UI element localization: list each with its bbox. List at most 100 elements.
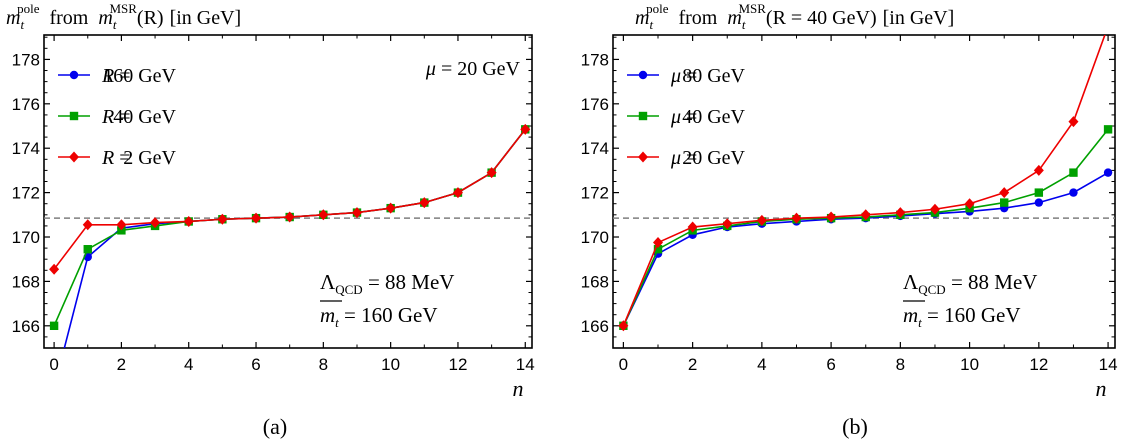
annotation-mbar: mt = 160 GeV — [903, 303, 1021, 330]
annotation-lambda: ΛQCD = 88 MeV — [320, 270, 454, 297]
data-point — [419, 197, 430, 209]
data-point — [1034, 198, 1044, 207]
legend-var: R — [101, 147, 114, 169]
title-m2: m — [98, 7, 112, 29]
plot-frame — [612, 34, 1116, 349]
legend-label: μ = 20 GeV — [670, 147, 746, 169]
legend-label: μ = 40 GeV — [670, 106, 746, 128]
data-point — [452, 187, 463, 199]
title-m2: m — [727, 7, 741, 29]
data-point — [826, 211, 837, 223]
annotation-mbar-sym: m — [320, 303, 335, 327]
title-m: m — [635, 7, 649, 29]
x-tick-label: 2 — [688, 355, 697, 374]
plot-area — [49, 123, 531, 392]
data-point — [50, 384, 58, 392]
legend-value: 2 — [123, 147, 133, 169]
annotation-lambda-sub: QCD — [335, 282, 362, 297]
y-tick-label: 178 — [581, 50, 609, 69]
annotation-lambda-sym: Λ — [903, 270, 919, 294]
series-2 — [49, 123, 531, 275]
legend-value: 40 — [113, 106, 133, 128]
data-point — [1069, 168, 1078, 177]
data-point — [284, 211, 295, 223]
x-tick-label: 8 — [896, 355, 905, 374]
annotation-lambda-value: = 88 MeV — [946, 270, 1038, 294]
y-tick-label: 172 — [12, 184, 40, 203]
y-tick-label: 166 — [12, 317, 40, 336]
legend-entry-2: R = 2 GeV — [58, 147, 177, 169]
data-point — [49, 321, 59, 331]
x-tick-label: 0 — [49, 355, 58, 374]
panel-title: mtpole from mtMSR(R = 40 GeV) [in GeV] — [635, 1, 954, 32]
y-tick-label: 172 — [581, 184, 609, 203]
annotation-mbar-sym: m — [903, 303, 918, 327]
x-tick-label: 6 — [826, 355, 835, 374]
legend-value: 160 — [103, 65, 133, 87]
series-2 — [618, 35, 1106, 332]
y-tick-label: 174 — [581, 139, 609, 158]
legend-entry-0: μ = 80 GeV — [627, 65, 746, 87]
data-point — [82, 219, 93, 231]
legend-value: 40 — [682, 106, 702, 128]
legend-marker — [638, 151, 648, 163]
title-arg: (R = 40 GeV) — [766, 7, 877, 29]
x-tick-label: 4 — [757, 355, 766, 374]
annotation-mbar-value: = 160 GeV — [339, 303, 438, 327]
title-sup2: MSR — [109, 1, 137, 16]
title-from: from — [49, 7, 88, 29]
y-tick-label: 176 — [581, 95, 609, 114]
x-tick-label: 14 — [516, 355, 535, 374]
legend-label: R = 40 GeV — [101, 106, 177, 128]
data-point — [318, 209, 329, 221]
legend-eq: = — [681, 65, 702, 87]
legend-unit: GeV — [133, 147, 176, 169]
data-point — [1103, 168, 1113, 177]
data-point — [1034, 188, 1044, 197]
title-sub2: t — [742, 17, 746, 32]
title-sub: t — [649, 17, 653, 32]
legend-var: R — [101, 65, 114, 87]
data-point — [722, 218, 733, 230]
legend-marker — [638, 70, 648, 80]
data-point — [251, 212, 262, 224]
data-point — [1103, 125, 1113, 134]
panel-caption: (b) — [842, 414, 868, 439]
legend-eq: = — [114, 147, 135, 169]
annotation-mbar: mt = 160 GeV — [320, 303, 438, 330]
data-point — [1000, 198, 1009, 207]
annotation-mu: μ = 20 GeV — [425, 58, 521, 80]
legend-var: μ — [670, 106, 681, 128]
legend-eq: = — [681, 147, 702, 169]
title-sup: pole — [17, 1, 40, 16]
data-point — [116, 219, 127, 231]
annotation-mu-value: = 20 GeV — [436, 58, 521, 80]
legend-unit: GeV — [702, 65, 745, 87]
legend-value: 80 — [682, 65, 702, 87]
legend-var: R — [101, 106, 114, 128]
data-point — [217, 213, 228, 225]
data-point — [351, 207, 362, 219]
data-point — [1033, 164, 1044, 176]
x-tick-label: 10 — [960, 355, 979, 374]
title-unit: [in GeV] — [170, 7, 242, 29]
title-sup: pole — [646, 1, 669, 16]
data-point — [860, 209, 871, 221]
x-tick-label: 8 — [319, 355, 328, 374]
legend-eq: = — [114, 65, 135, 87]
legend-unit: GeV — [133, 65, 176, 87]
legend-marker — [69, 70, 79, 80]
title-arg: (R) — [137, 7, 164, 29]
legend-label: R = 2 GeV — [101, 147, 177, 169]
y-tick-label: 178 — [12, 50, 40, 69]
legend-var: μ — [670, 147, 681, 169]
title-from: from — [678, 7, 717, 29]
plot-frame — [43, 34, 533, 349]
annotation-lambda: ΛQCD = 88 MeV — [903, 270, 1037, 297]
data-point — [83, 245, 92, 254]
y-tick-label: 166 — [581, 317, 609, 336]
title-sub: t — [20, 17, 24, 32]
legend-marker — [69, 151, 79, 163]
legend-var: μ — [670, 65, 681, 87]
